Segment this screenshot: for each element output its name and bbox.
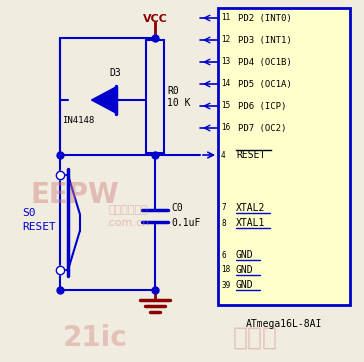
Text: 11: 11 xyxy=(221,13,230,22)
Text: XTAL1: XTAL1 xyxy=(236,218,265,228)
Text: VCC: VCC xyxy=(143,14,167,24)
Text: RESET: RESET xyxy=(22,223,56,232)
Text: 0.1uF: 0.1uF xyxy=(171,218,200,228)
Text: PD4 (OC1B): PD4 (OC1B) xyxy=(238,58,292,67)
Text: IN4148: IN4148 xyxy=(62,116,94,125)
Text: GND: GND xyxy=(236,250,254,260)
Polygon shape xyxy=(91,87,115,113)
Text: 10 K: 10 K xyxy=(167,98,190,109)
Text: 15: 15 xyxy=(221,101,230,110)
Text: 13: 13 xyxy=(221,58,230,67)
Text: GND: GND xyxy=(236,280,254,290)
Text: 14: 14 xyxy=(221,80,230,88)
Text: 12: 12 xyxy=(221,35,230,45)
Text: .com.cn: .com.cn xyxy=(106,218,150,228)
Text: PD2 (INT0): PD2 (INT0) xyxy=(238,13,292,22)
Text: PD6 (ICP): PD6 (ICP) xyxy=(238,101,286,110)
Text: PD3 (INT1): PD3 (INT1) xyxy=(238,35,292,45)
Text: EEPW: EEPW xyxy=(31,181,119,209)
Text: RESET: RESET xyxy=(236,150,265,160)
Text: 电子产品世界: 电子产品世界 xyxy=(108,205,148,215)
Text: 电子网: 电子网 xyxy=(233,326,277,350)
Text: 4: 4 xyxy=(221,151,226,160)
Text: PD5 (OC1A): PD5 (OC1A) xyxy=(238,80,292,88)
Text: ATmega16L-8AI: ATmega16L-8AI xyxy=(246,319,322,329)
Text: S0: S0 xyxy=(22,207,36,218)
Text: D3: D3 xyxy=(110,68,121,78)
Text: PD7 (OC2): PD7 (OC2) xyxy=(238,123,286,132)
Text: 16: 16 xyxy=(221,123,230,132)
Bar xyxy=(146,40,164,153)
Text: 39: 39 xyxy=(221,281,230,290)
Text: 21ic: 21ic xyxy=(63,324,127,352)
Text: 6: 6 xyxy=(221,251,226,260)
Text: XTAL2: XTAL2 xyxy=(236,203,265,213)
Text: 7: 7 xyxy=(221,203,226,212)
Text: 18: 18 xyxy=(221,265,230,274)
Bar xyxy=(218,8,350,305)
Text: 8: 8 xyxy=(221,219,226,227)
Text: GND: GND xyxy=(236,265,254,275)
Text: C0: C0 xyxy=(171,203,183,213)
Text: R0: R0 xyxy=(167,87,179,97)
